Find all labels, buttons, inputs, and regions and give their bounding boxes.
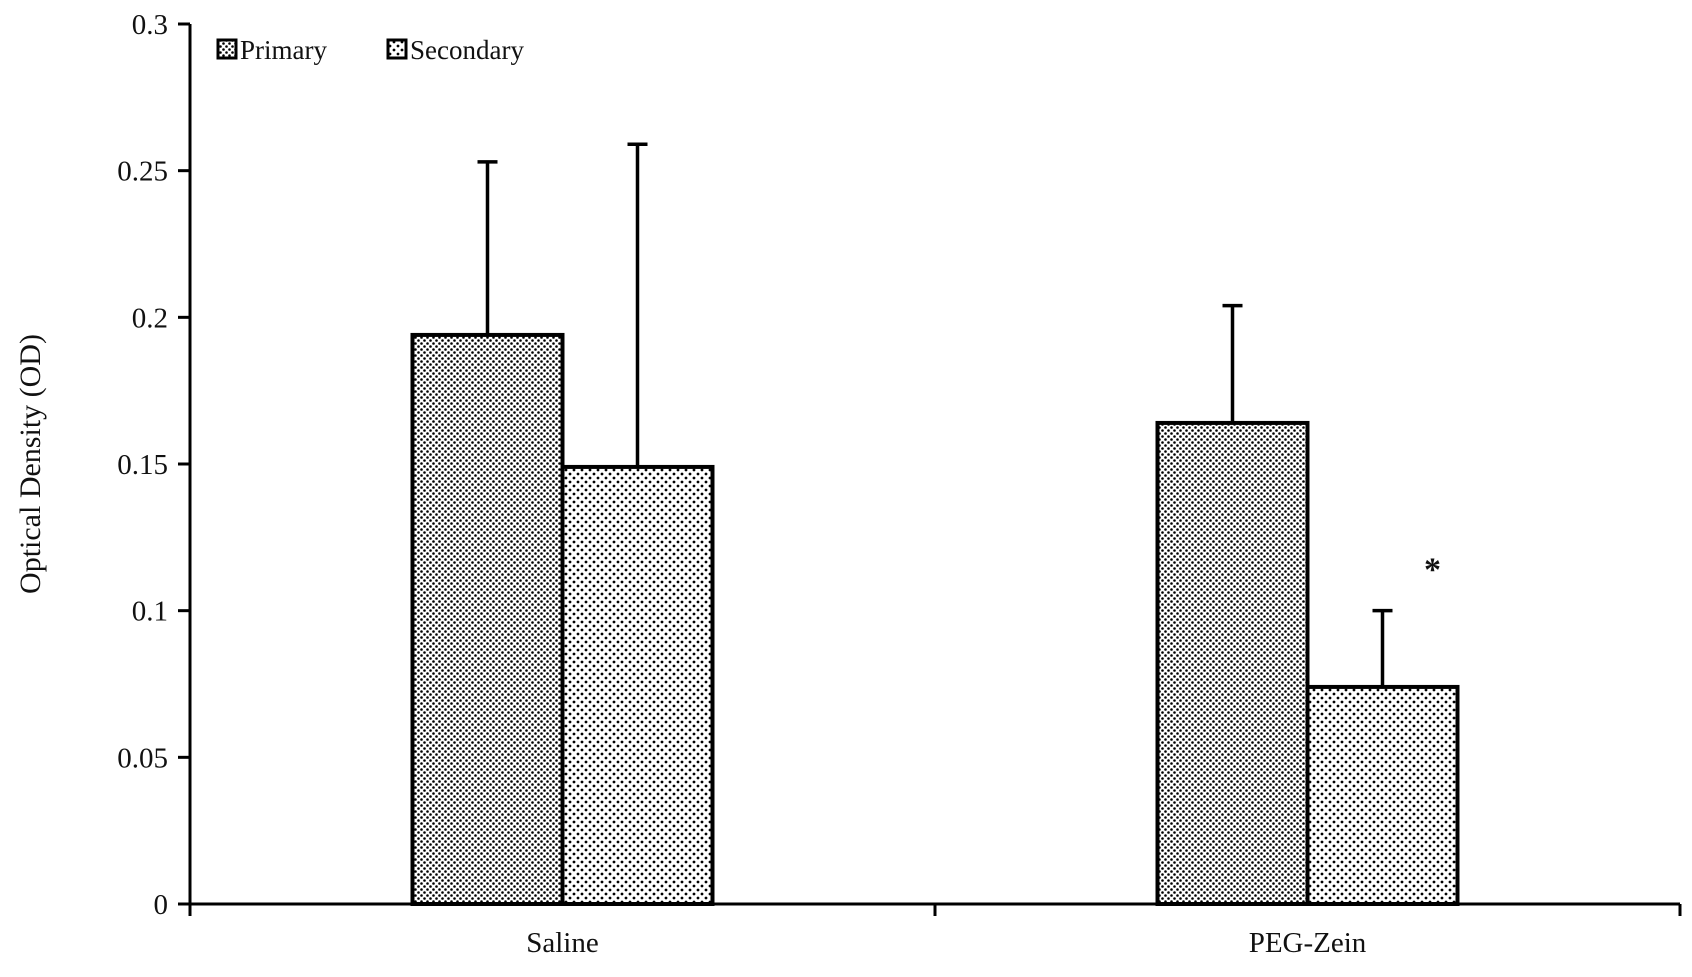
y-tick-label: 0.3 [132,9,168,41]
bars-layer [410,332,1460,907]
y-axis-label: Optical Density (OD) [14,334,47,594]
y-tick-label: 0 [154,889,169,921]
y-tick-label: 0.05 [117,742,168,774]
bar-peg-zein-secondary [1305,684,1460,907]
legend-item-primary: Primary [216,35,327,65]
error-bar-saline-primary [477,160,498,335]
bar-saline-primary [410,332,565,906]
error-bars-layer [477,142,1393,687]
bar-peg-zein-primary [1155,420,1310,906]
axes-layer [178,22,1682,916]
legend-label: Primary [240,35,327,65]
y-tick-label: 0.15 [117,449,168,481]
y-tick-label: 0.25 [117,156,168,188]
error-bar-peg-zein-primary [1222,303,1243,423]
labels-layer: Saline PEG-Zein 0 0.05 0.1 0.15 0.2 0.25 0.3 Opti… [14,9,1441,959]
y-tick-label: 0.1 [132,596,168,628]
x-tick-label-peg-zein: PEG-Zein [1249,927,1367,959]
bar-saline-secondary [560,464,715,906]
legend-label: Secondary [410,35,524,65]
x-tick-label-saline: Saline [526,927,599,959]
legend-swatch [216,38,238,60]
error-bar-saline-secondary [627,142,648,467]
legend: Primary Secondary [216,35,524,65]
y-tick-label: 0.2 [132,302,168,334]
legend-swatch [386,38,408,60]
significance-annotation: * [1424,552,1441,589]
error-bar-peg-zein-secondary [1372,608,1393,687]
legend-item-secondary: Secondary [386,35,524,65]
